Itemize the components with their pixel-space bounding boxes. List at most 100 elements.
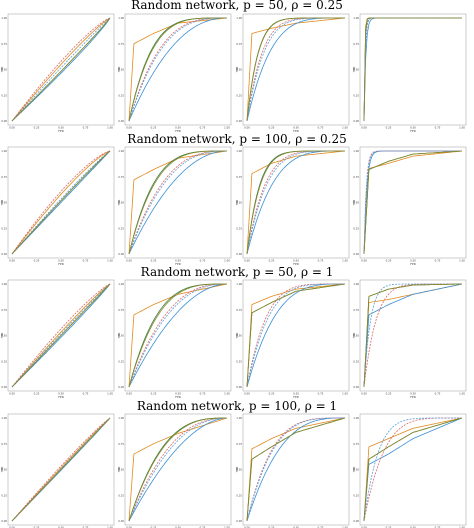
x-axis-label: FPR: [410, 395, 416, 399]
x-tick-label: 1.00: [107, 526, 113, 528]
roc-curve-5: [128, 17, 227, 122]
panel-r2-c3: 0.000.00 0.25 0.25 0.50 0.50 0.75 0.75 1.00 1.00…: [235, 146, 350, 266]
roc-curve-5: [11, 17, 111, 122]
x-axis-label: FPR: [58, 395, 64, 399]
y-tick-label: 1.00: [118, 16, 124, 20]
x-tick-label: 0.25: [34, 392, 40, 396]
x-tick-label: 1.00: [224, 392, 230, 396]
y-tick-label: 0.00: [1, 119, 7, 123]
roc-curve-2: [363, 417, 463, 522]
x-tick-label: 0.00: [9, 126, 15, 130]
x-tick-label: 1.00: [224, 259, 230, 263]
x-axis-label: FPR: [410, 129, 416, 133]
x-tick-label: 0.00: [126, 126, 132, 130]
roc-curve-1: [128, 417, 228, 522]
x-tick-label: 0.75: [435, 259, 441, 263]
y-tick-label: 0.50: [118, 68, 124, 72]
panel-frame: [359, 13, 467, 126]
roc-curve-2: [363, 283, 463, 388]
x-tick-label: 0.75: [200, 392, 206, 396]
roc-curve-3: [363, 417, 463, 522]
y-tick-label: 1.00: [353, 282, 359, 286]
roc-curve-3: [363, 150, 462, 255]
y-tick-label: 0.25: [236, 226, 242, 230]
roc-curve-2: [128, 150, 227, 255]
panel-r3-c4: 0.000.00 0.25 0.25 0.50 0.50 0.75 0.75 1.00 1.00…: [352, 279, 467, 399]
x-tick-label: 0.25: [151, 526, 157, 528]
y-tick-label: 0.00: [236, 519, 242, 523]
roc-curve-6: [11, 283, 111, 388]
roc-curve-6: [246, 283, 346, 388]
roc-curve-1: [363, 17, 462, 122]
x-tick-label: 0.00: [361, 126, 367, 130]
panel-r1-c4: 0.000.00 0.25 0.25 0.50 0.50 0.75 0.75 1.00 1.00…: [352, 13, 467, 133]
y-tick-label: 0.75: [353, 42, 359, 46]
x-tick-label: 1.00: [107, 392, 113, 396]
y-tick-label: 0.00: [353, 385, 359, 389]
panel-frame: [242, 146, 350, 259]
x-tick-label: 0.75: [83, 259, 89, 263]
y-tick-label: 0.00: [1, 519, 7, 523]
roc-curve-1: [11, 283, 111, 388]
roc-curve-5: [246, 417, 345, 522]
x-tick-label: 1.00: [342, 259, 348, 263]
roc-curve-2: [246, 417, 346, 522]
y-tick-label: 0.50: [353, 201, 359, 205]
y-tick-label: 0.25: [118, 493, 124, 497]
y-tick-label: 0.00: [1, 385, 7, 389]
panel-r4-c4: 0.00 0.00 0.25 0.25 0.50 0.50 0.75 0.75 1.00 1.00…: [352, 413, 467, 528]
y-axis-label: TPR: [117, 467, 121, 474]
y-tick-label: 0.75: [118, 175, 124, 179]
roc-curve-4: [246, 417, 345, 522]
y-tick-label: 0.50: [236, 201, 242, 205]
roc-curve-4: [363, 150, 462, 255]
panel-frame: [124, 146, 232, 259]
y-tick-label: 1.00: [236, 149, 242, 153]
y-axis-label: TPR: [0, 200, 4, 207]
roc-curve-3: [11, 150, 111, 255]
y-tick-label: 0.00: [118, 385, 124, 389]
y-tick-label: 0.50: [118, 201, 124, 205]
panel-frame: [242, 279, 350, 392]
y-tick-label: 1.00: [236, 282, 242, 286]
y-tick-label: 0.25: [353, 93, 359, 97]
panel-frame: [124, 13, 232, 126]
x-tick-label: 0.00: [126, 392, 132, 396]
y-tick-label: 0.25: [353, 226, 359, 230]
x-axis-label: FPR: [293, 262, 299, 266]
x-axis-label: FPR: [58, 129, 64, 133]
roc-curve-4: [246, 283, 345, 388]
roc-curve-1: [246, 417, 346, 522]
panel-r4-c1: 0.00 0.00 0.25 0.25 0.50 0.50 0.75 0.75 1.00 1.00…: [0, 413, 115, 528]
roc-curve-2: [128, 283, 227, 388]
y-tick-label: 0.00: [118, 519, 124, 523]
y-tick-label: 0.50: [1, 201, 7, 205]
roc-curve-1: [246, 150, 346, 255]
x-tick-label: 1.00: [342, 392, 348, 396]
row-title-3: Random network, p = 50, ρ = 1: [141, 265, 334, 279]
roc-curve-3: [128, 283, 228, 388]
y-tick-label: 0.00: [1, 252, 7, 256]
y-tick-label: 0.25: [1, 226, 7, 230]
panel-r3-c1: 0.000.00 0.25 0.25 0.50 0.50 0.75 0.75 1.00 1.00…: [0, 279, 115, 399]
panel-grid: 0.000.000.250.250.500.500.750.751.001.00…: [0, 13, 467, 528]
panel-frame: [359, 413, 467, 526]
x-tick-label: 0.75: [200, 526, 206, 528]
y-tick-label: 0.50: [353, 468, 359, 472]
panel-frame: [124, 279, 232, 392]
roc-curve-4: [128, 283, 227, 388]
x-tick-label: 0.25: [34, 126, 40, 130]
x-tick-label: 0.50: [175, 259, 181, 263]
y-tick-label: 0.00: [353, 252, 359, 256]
x-tick-label: 0.25: [34, 259, 40, 263]
x-tick-label: 0.75: [435, 526, 441, 528]
x-tick-label: 0.50: [293, 259, 299, 263]
y-tick-label: 0.75: [1, 308, 7, 312]
roc-curve-3: [246, 150, 345, 255]
row-title-4: Random network, p = 100, ρ = 1: [137, 399, 337, 413]
x-tick-label: 0.75: [83, 392, 89, 396]
roc-curve-6: [246, 150, 345, 255]
x-tick-label: 0.00: [244, 526, 250, 528]
roc-curve-2: [363, 17, 462, 122]
